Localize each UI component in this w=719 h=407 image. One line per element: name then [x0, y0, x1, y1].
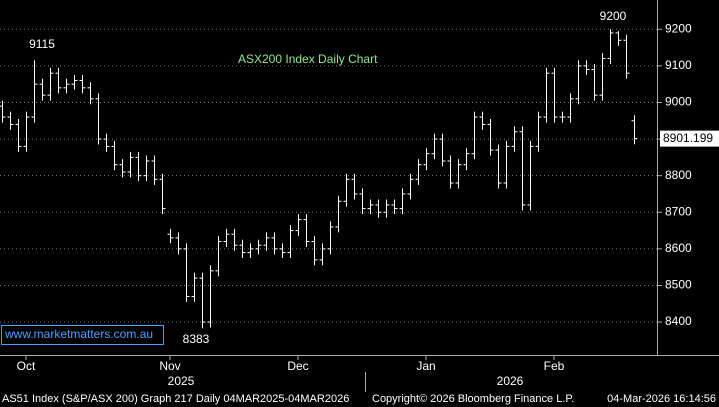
- y-tick-label: 8700: [665, 204, 692, 218]
- y-tick-label: 9100: [665, 58, 692, 72]
- y-tick-label: 8800: [665, 168, 692, 182]
- footer: AS51 Index (S&P/ASX 200) Graph 217 Daily…: [2, 393, 349, 405]
- chart-title: ASX200 Index Daily Chart: [238, 52, 378, 66]
- watermark: www.marketmatters.com.au: [4, 327, 153, 341]
- annotation: 9200: [600, 9, 627, 23]
- y-tick-label: 8600: [665, 241, 692, 255]
- x-tick-label: Feb: [544, 359, 565, 373]
- y-tick-label: 9200: [665, 21, 692, 35]
- last-price-box: [660, 130, 719, 147]
- y-tick-label: 8400: [665, 314, 692, 328]
- last-price-label: 8901.199: [663, 131, 713, 145]
- footer: 04-Mar-2026 16:14:56: [607, 393, 716, 405]
- x-tick-label: Jan: [416, 359, 435, 373]
- footer: Copyright© 2026 Bloomberg Finance L.P.: [372, 393, 574, 405]
- x-tick-label: Nov: [159, 359, 180, 373]
- year-label: 2025: [168, 374, 195, 388]
- watermark-box: [1, 325, 164, 345]
- x-tick-label: Oct: [17, 359, 36, 373]
- year-label: 2026: [497, 374, 524, 388]
- y-tick-label: 9000: [665, 95, 692, 109]
- annotation: 8383: [183, 332, 210, 346]
- y-tick-label: 8500: [665, 278, 692, 292]
- x-tick-label: Dec: [287, 359, 308, 373]
- annotation: 9115: [29, 37, 55, 51]
